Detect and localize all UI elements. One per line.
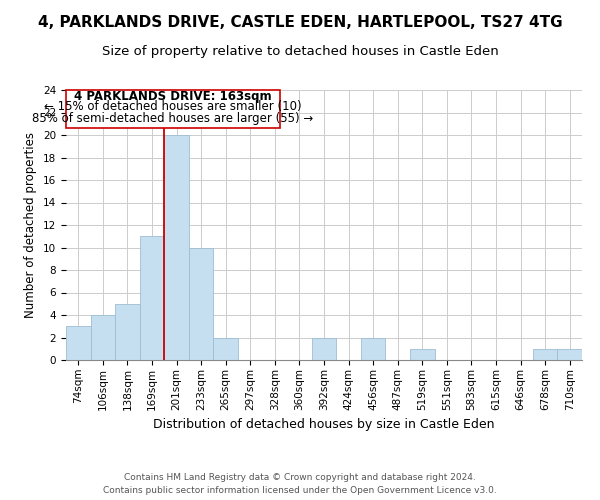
Text: Contains HM Land Registry data © Crown copyright and database right 2024.
Contai: Contains HM Land Registry data © Crown c… — [103, 474, 497, 495]
Text: 4 PARKLANDS DRIVE: 163sqm: 4 PARKLANDS DRIVE: 163sqm — [74, 90, 272, 104]
X-axis label: Distribution of detached houses by size in Castle Eden: Distribution of detached houses by size … — [153, 418, 495, 431]
Bar — [91, 315, 115, 360]
Bar — [66, 326, 91, 360]
Bar — [410, 349, 434, 360]
Bar — [361, 338, 385, 360]
Bar — [140, 236, 164, 360]
Bar — [312, 338, 336, 360]
Bar — [557, 349, 582, 360]
Y-axis label: Number of detached properties: Number of detached properties — [25, 132, 37, 318]
Bar — [66, 90, 280, 128]
Text: 4, PARKLANDS DRIVE, CASTLE EDEN, HARTLEPOOL, TS27 4TG: 4, PARKLANDS DRIVE, CASTLE EDEN, HARTLEP… — [38, 15, 562, 30]
Bar — [214, 338, 238, 360]
Text: 85% of semi-detached houses are larger (55) →: 85% of semi-detached houses are larger (… — [32, 112, 314, 124]
Bar — [189, 248, 214, 360]
Bar — [164, 135, 189, 360]
Bar — [533, 349, 557, 360]
Bar — [115, 304, 140, 360]
Text: Size of property relative to detached houses in Castle Eden: Size of property relative to detached ho… — [101, 45, 499, 58]
Text: ← 15% of detached houses are smaller (10): ← 15% of detached houses are smaller (10… — [44, 100, 302, 114]
